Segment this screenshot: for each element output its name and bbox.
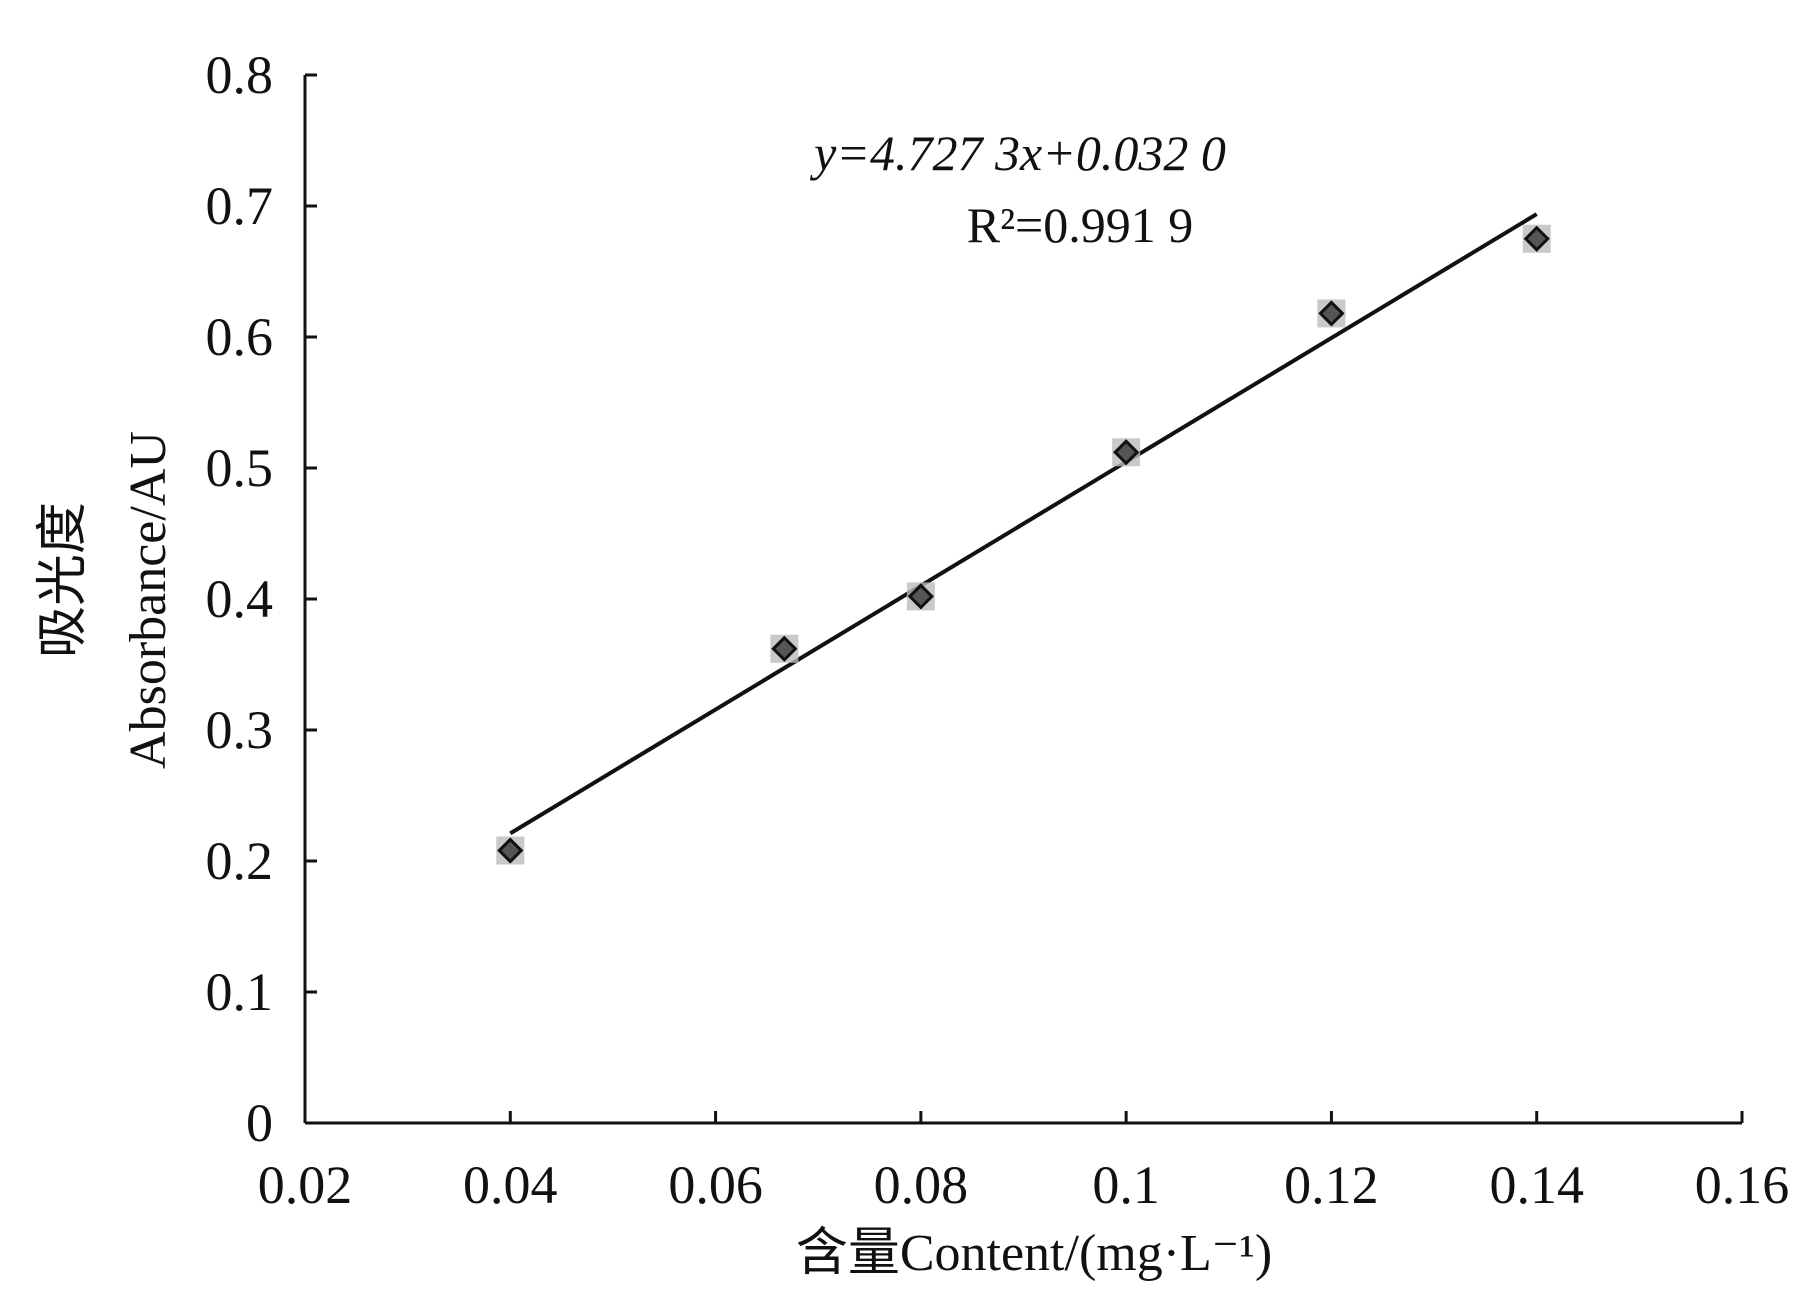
equation-label: y=4.727 3x+0.032 0	[809, 125, 1226, 181]
y-tick-label: 0.6	[206, 307, 274, 367]
x-tick-label: 0.16	[1695, 1155, 1790, 1215]
y-axis-title-cn-group: 吸光度	[35, 502, 92, 658]
r-squared-label: R²=0.991 9	[967, 197, 1194, 253]
y-tick-label: 0.1	[206, 962, 274, 1022]
data-point-marker	[1113, 439, 1140, 466]
data-point	[496, 836, 525, 865]
data-point-marker	[1318, 300, 1345, 327]
x-tick-label: 0.12	[1284, 1155, 1379, 1215]
data-points	[496, 224, 1551, 865]
x-tick-label: 0.02	[258, 1155, 353, 1215]
tick-labels: 0 0.1 0.2 0.3 0.4 0.5 0.6 0.7 0.8 0.02 0.04 0.06 0.0…	[206, 45, 1790, 1215]
y-tick-label: 0.7	[206, 176, 274, 236]
y-tick-label: 0	[246, 1093, 273, 1153]
trendline-group	[509, 212, 1538, 836]
y-tick-label: 0.8	[206, 45, 274, 105]
data-point-marker	[1523, 225, 1550, 252]
data-point	[906, 582, 935, 611]
y-axis-title-en: Absorbance/AU	[120, 431, 177, 769]
data-point-marker	[907, 583, 934, 610]
x-tick-label: 0.08	[874, 1155, 969, 1215]
y-axis-title-en-group: Absorbance/AU	[120, 431, 177, 769]
data-point	[770, 634, 799, 663]
y-tick-label: 0.4	[206, 569, 274, 629]
x-tick-label: 0.04	[463, 1155, 558, 1215]
data-point-marker	[771, 635, 798, 662]
y-axis-title-cn: 吸光度	[35, 502, 92, 658]
data-point-marker	[497, 837, 524, 864]
data-point	[1317, 299, 1346, 328]
y-tick-label: 0.3	[206, 700, 274, 760]
axes	[303, 73, 1744, 1125]
data-point	[1522, 224, 1551, 253]
x-tick-label: 0.14	[1489, 1155, 1584, 1215]
x-tick-label: 0.1	[1092, 1155, 1160, 1215]
x-axis-title: 含量Content/(mg·L⁻¹)	[796, 1225, 1272, 1282]
x-tick-label: 0.06	[668, 1155, 763, 1215]
y-tick-label: 0.2	[206, 831, 274, 891]
data-point	[1112, 438, 1141, 467]
y-tick-label: 0.5	[206, 438, 274, 498]
trendline	[509, 212, 1538, 836]
